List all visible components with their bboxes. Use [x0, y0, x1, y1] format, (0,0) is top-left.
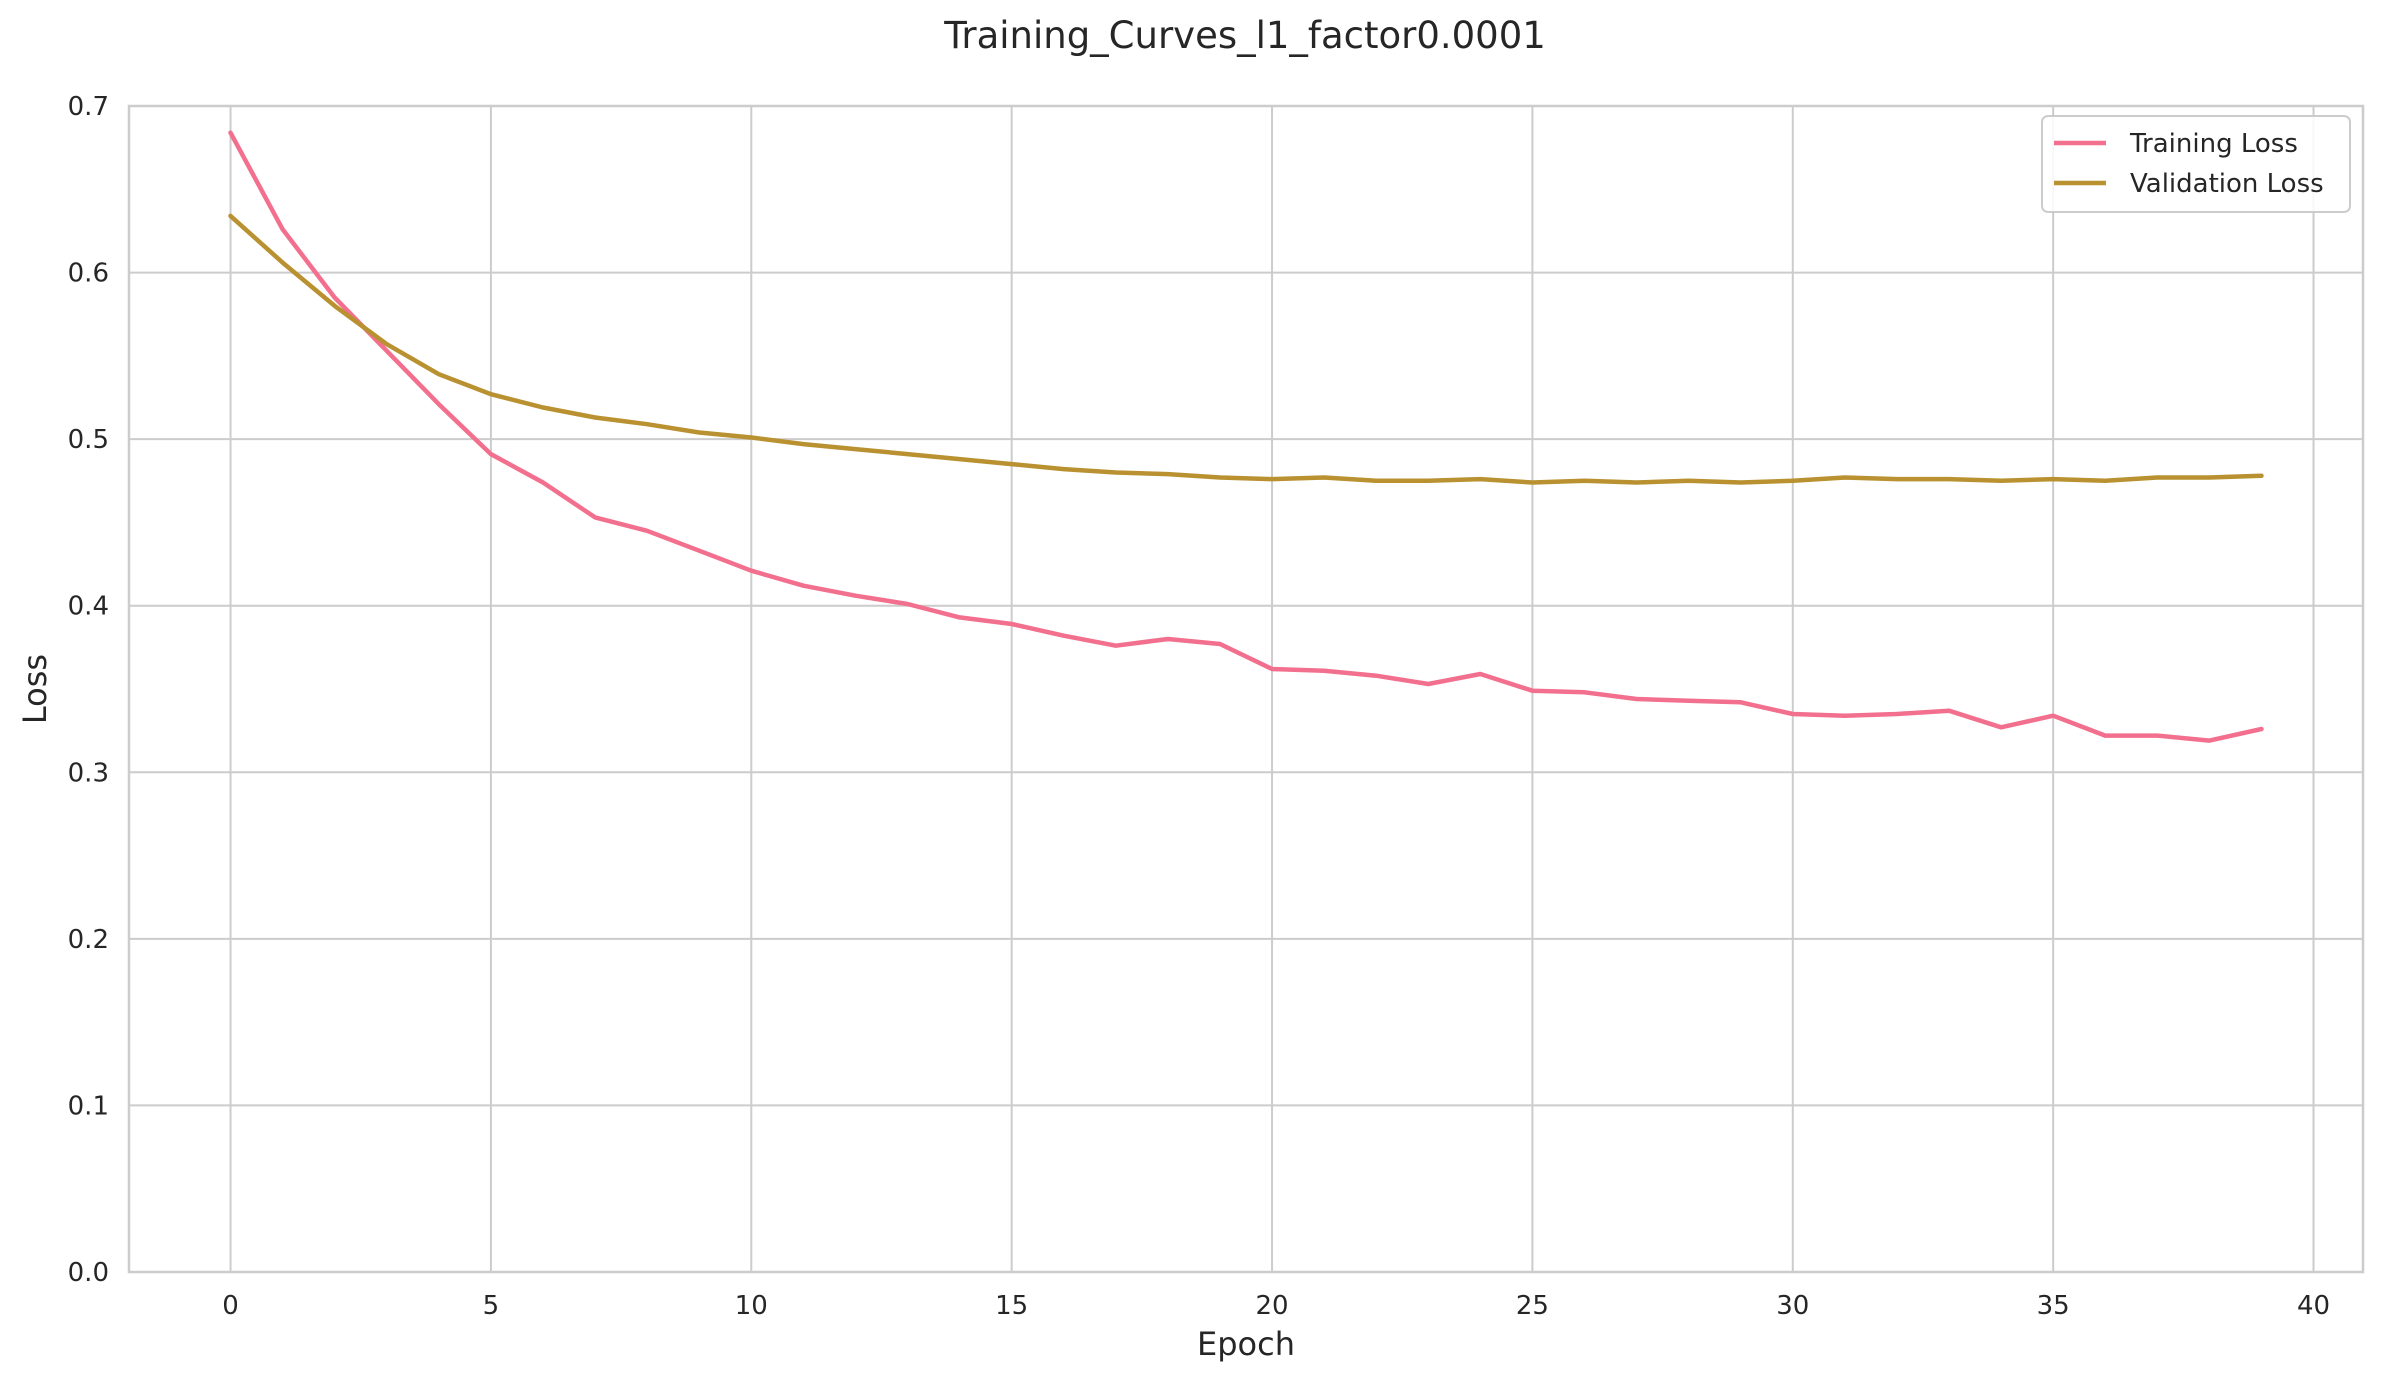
- tick-labels: 0 5 10 15 20 25 30 35 40 0.0 0.1 0.2 0.3 0.4 0.5 0.6 0.7: [68, 92, 2330, 1321]
- y-tick-label: 0.7: [68, 92, 109, 122]
- y-tick-label: 0.4: [68, 592, 109, 622]
- y-tick-label: 0.2: [68, 925, 109, 955]
- series-line-training-loss: [228, 130, 2264, 743]
- x-tick-label: 35: [2037, 1291, 2070, 1321]
- legend: Training Loss Validation Loss: [2041, 115, 2351, 213]
- y-tick-label: 0.6: [68, 259, 109, 289]
- x-tick-label: 30: [1776, 1291, 1809, 1321]
- x-tick-label: 5: [483, 1291, 500, 1321]
- legend-label: Validation Loss: [2130, 169, 2324, 199]
- legend-box: [2041, 115, 2351, 213]
- x-tick-label: 40: [2297, 1291, 2330, 1321]
- y-tick-label: 0.5: [68, 425, 109, 455]
- y-tick-label: 0.0: [68, 1258, 109, 1288]
- plot-area-frame: [127, 104, 2365, 1274]
- y-axis-label: Loss: [16, 654, 54, 724]
- grid-layer: [129, 105, 2363, 1273]
- chart-title: Training_Curves_l1_factor0.0001: [943, 14, 1546, 57]
- series-layer: [228, 130, 2264, 743]
- x-tick-label: 0: [222, 1291, 239, 1321]
- x-tick-label: 20: [1255, 1291, 1288, 1321]
- x-tick-label: 10: [735, 1291, 768, 1321]
- x-tick-label: 15: [995, 1291, 1028, 1321]
- series-line-validation-loss: [228, 213, 2264, 485]
- y-tick-label: 0.1: [68, 1091, 109, 1121]
- x-tick-label: 25: [1516, 1291, 1549, 1321]
- legend-label: Training Loss: [2129, 129, 2298, 159]
- x-axis-label: Epoch: [1197, 1325, 1295, 1363]
- y-tick-label: 0.3: [68, 758, 109, 788]
